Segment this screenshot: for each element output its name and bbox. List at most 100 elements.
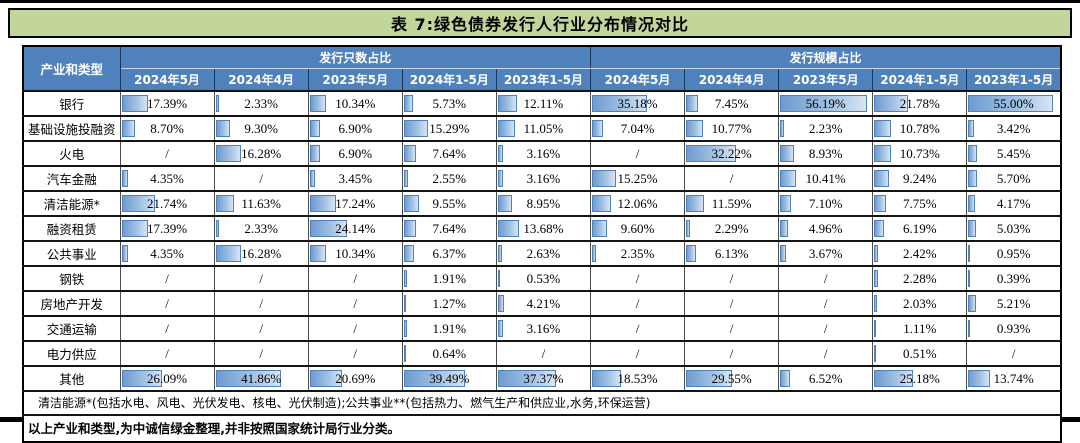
data-bar xyxy=(497,270,500,287)
data-cell: / xyxy=(213,265,309,291)
cell-value: 3.16% xyxy=(526,171,561,186)
row-label: 银行 xyxy=(22,90,121,116)
cell-box: 26.09% xyxy=(121,368,213,390)
slash-placeholder: / xyxy=(353,346,358,361)
cell-value: 32.22% xyxy=(711,146,752,161)
data-bar xyxy=(403,270,407,287)
cell-box: 10.77% xyxy=(686,118,778,140)
table-row: 电力供应 / / / 0.64% / / / / 0.51% / xyxy=(22,340,1062,366)
cell-value: 11.63% xyxy=(241,196,281,211)
cell-box: 2.33% xyxy=(215,93,307,115)
data-bar xyxy=(780,95,868,112)
row-label: 融资租赁 xyxy=(22,215,121,241)
data-cell: 6.37% xyxy=(401,240,497,266)
data-cell: 0.64% xyxy=(401,340,497,366)
cell-value: 6.52% xyxy=(808,371,843,386)
slash-placeholder: / xyxy=(259,171,263,186)
cell-box: 12.06% xyxy=(591,193,683,215)
header-period-row: 2024年5月 2024年4月 2023年5月 2024年1-5月 2023年1-5月 2… xyxy=(23,68,1062,92)
slash-placeholder: / xyxy=(353,271,358,286)
data-cell: 7.64% xyxy=(401,140,497,166)
cell-box: 10.73% xyxy=(874,143,966,165)
data-cell: / xyxy=(213,290,309,316)
cell-value: 37.37% xyxy=(523,371,564,386)
cell-value: 3.42% xyxy=(996,121,1031,136)
cell-box: 7.75% xyxy=(874,193,966,215)
cell-box: 5.45% xyxy=(968,143,1060,165)
cell-value: 10.41% xyxy=(805,171,846,186)
cell-value: 0.64% xyxy=(432,346,467,361)
data-bar xyxy=(497,370,556,387)
cell-box: 8.93% xyxy=(780,143,872,165)
cell-box: / xyxy=(121,343,213,365)
data-cell: 10.41% xyxy=(778,165,874,191)
footnote-disclaimer: 以上产业和类型,为中诚信绿金整理,并非按照国家统计局行业分类。 xyxy=(23,414,1061,442)
data-bar xyxy=(403,170,408,187)
data-bar xyxy=(686,120,703,137)
data-cell: 0.51% xyxy=(872,340,968,366)
data-cell: 9.55% xyxy=(401,190,497,216)
data-cell: / xyxy=(213,315,309,341)
table-container: 产业和类型 发行只数占比 发行规模占比 2024年5月 2024年4月 2023年5月 20… xyxy=(22,45,1062,443)
cell-box: 32.22% xyxy=(686,143,778,165)
data-bar xyxy=(968,320,971,337)
cell-box: 18.53% xyxy=(591,368,683,390)
cell-value: 29.55% xyxy=(711,371,752,386)
data-cell: 8.93% xyxy=(778,140,874,166)
cell-value: 7.64% xyxy=(432,146,467,161)
cell-value: 17.39% xyxy=(147,221,188,236)
table-row: 汽车金融 4.35% / 3.45% 2.55% 3.16% 15.25% / 10.41% 9.… xyxy=(22,165,1062,191)
cell-value: 7.75% xyxy=(903,196,937,211)
data-cell: 0.39% xyxy=(966,265,1062,291)
cell-box: / xyxy=(591,343,683,365)
cell-value: 16.28% xyxy=(241,246,282,261)
cell-value: 6.19% xyxy=(903,221,937,236)
cell-box: 21.78% xyxy=(874,93,966,115)
data-bar xyxy=(874,195,887,212)
slash-placeholder: / xyxy=(635,321,640,336)
data-cell: / xyxy=(778,315,874,341)
data-cell: 12.11% xyxy=(495,90,591,116)
cell-box: 1.27% xyxy=(403,293,495,315)
cell-value: 2.33% xyxy=(244,96,278,111)
cell-box: / xyxy=(591,318,683,340)
group-header-scale-share: 发行规模占比 xyxy=(589,45,1062,69)
cell-value: 2.55% xyxy=(432,171,467,186)
cell-value: 0.53% xyxy=(526,271,561,286)
data-cell: 17.24% xyxy=(307,190,403,216)
table-footer: 清洁能源*(包括水电、风电、光伏发电、核电、光伏制造);公共事业**(包括热力、… xyxy=(23,390,1061,442)
data-cell: 6.19% xyxy=(872,215,968,241)
cell-box: / xyxy=(121,268,213,290)
data-cell: / xyxy=(589,315,686,341)
data-cell: / xyxy=(307,290,403,316)
data-bar xyxy=(968,145,977,162)
cell-box: 2.63% xyxy=(497,243,589,265)
row-label: 其他 xyxy=(22,365,121,391)
data-cell: 2.42% xyxy=(872,240,968,266)
cell-box: 10.34% xyxy=(309,243,401,265)
data-cell: / xyxy=(684,265,780,291)
data-cell: 6.90% xyxy=(307,140,403,166)
cell-value: 2.28% xyxy=(903,271,937,286)
data-cell: 56.19% xyxy=(778,90,874,116)
data-bar xyxy=(403,245,414,262)
cell-box: 4.17% xyxy=(968,193,1060,215)
data-cell: 3.42% xyxy=(966,115,1062,141)
data-bar xyxy=(591,245,596,262)
cell-value: 11.59% xyxy=(711,196,752,211)
data-cell: 2.29% xyxy=(684,215,780,241)
data-cell: / xyxy=(966,340,1062,366)
data-bar xyxy=(780,370,791,387)
cell-box: 2.28% xyxy=(874,268,966,290)
data-cell: 10.34% xyxy=(307,240,403,266)
cell-box: / xyxy=(780,343,872,365)
cell-box: 4.21% xyxy=(497,293,589,315)
data-cell: 9.30% xyxy=(213,115,309,141)
slash-placeholder: / xyxy=(635,346,640,361)
data-cell: 16.28% xyxy=(213,240,309,266)
cell-box: / xyxy=(686,343,778,365)
data-bar xyxy=(497,120,516,137)
cell-box: / xyxy=(780,268,872,290)
data-cell: 16.28% xyxy=(213,140,309,166)
